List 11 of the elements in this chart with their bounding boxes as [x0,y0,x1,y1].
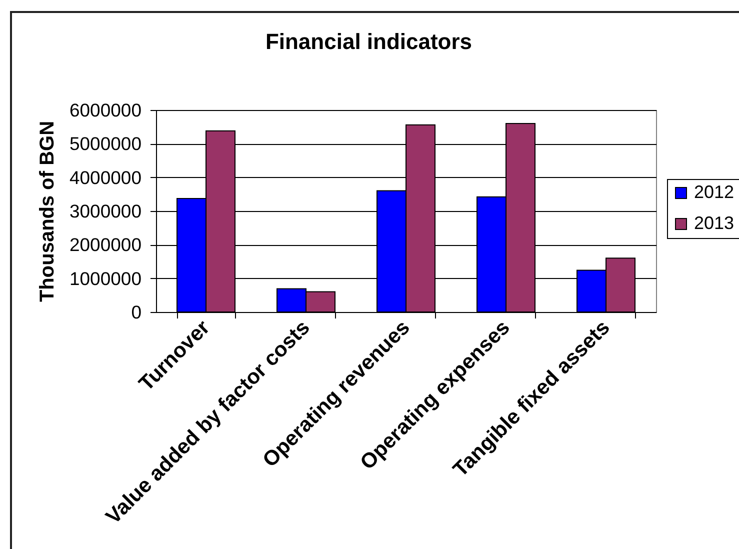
y-tick-label: 3000000 [69,200,142,222]
y-tick-label: 4000000 [69,166,142,188]
y-tick-label: 5000000 [69,133,142,154]
legend-label: 2012 [694,182,734,202]
legend-label: 2013 [694,213,734,233]
y-tick-label: 1000000 [69,268,142,289]
chart-title: Financial indicators [265,29,472,54]
y-axis-title: Thousands of BGN [36,120,58,302]
y-tick-label: 0 [131,302,142,322]
y-tick-label: 2000000 [69,234,142,256]
y-tick-label: 6000000 [69,100,142,120]
